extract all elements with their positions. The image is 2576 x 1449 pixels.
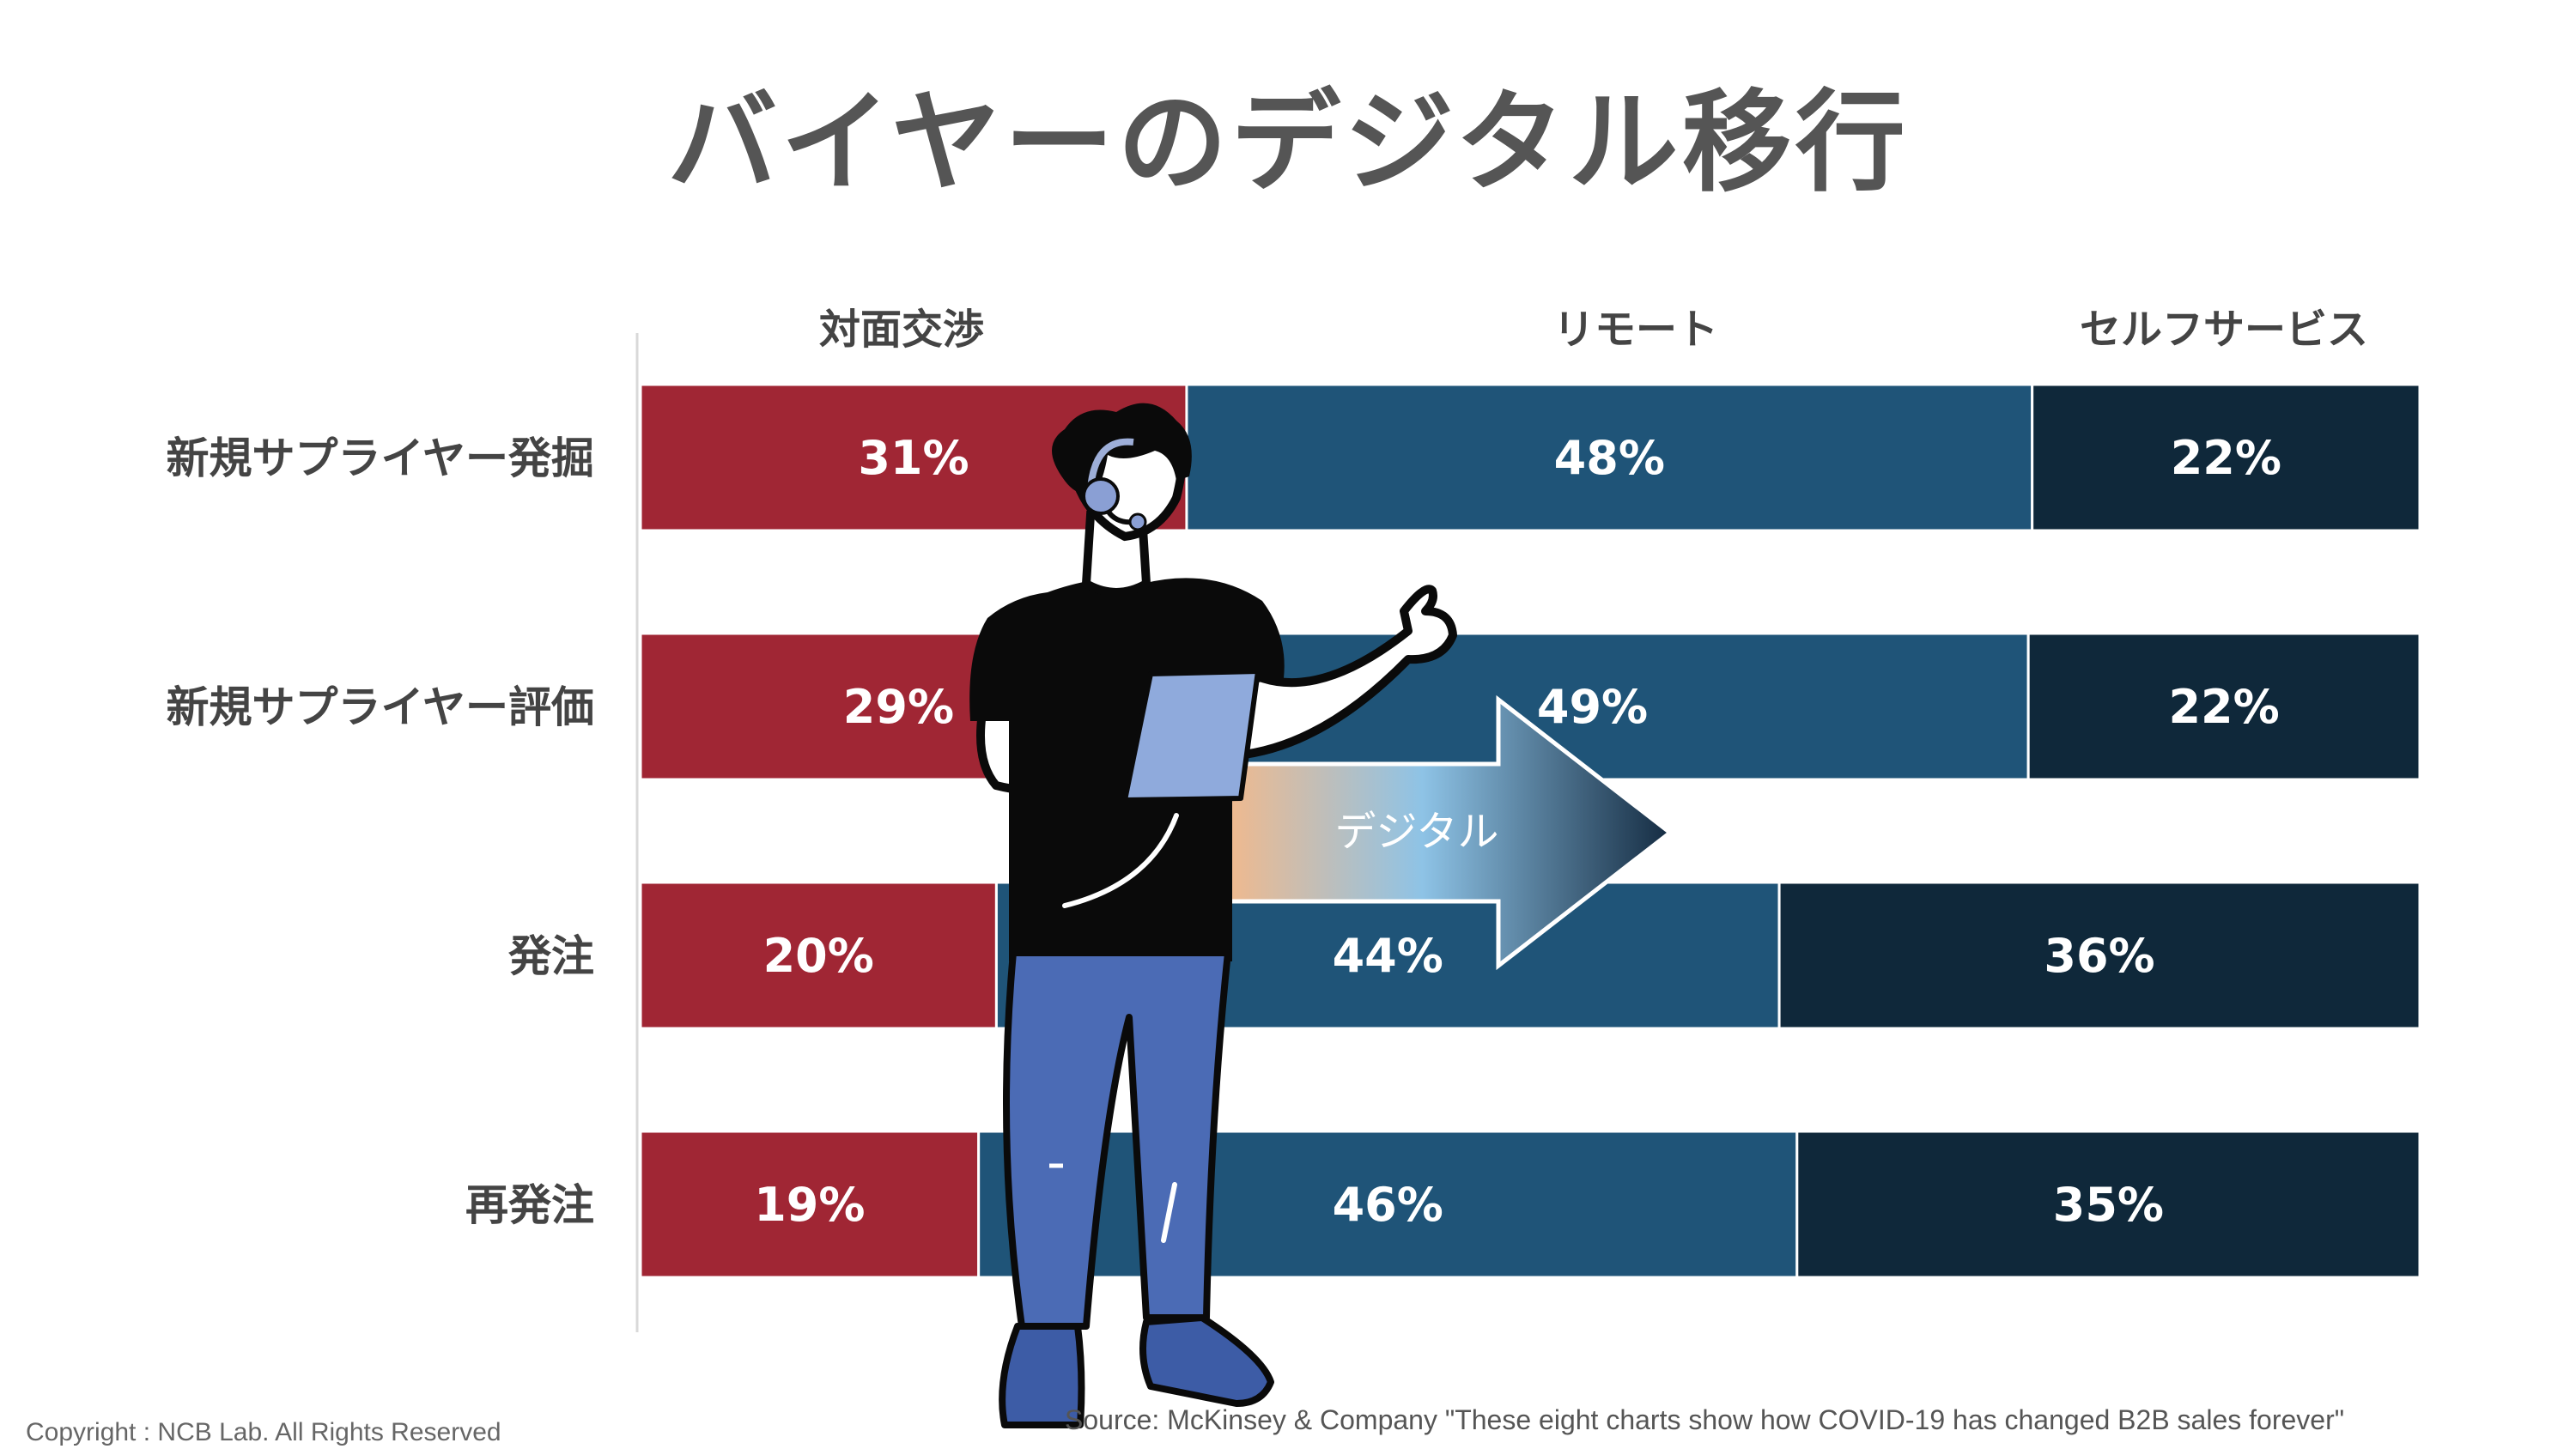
source-citation: Source: McKinsey & Company "These eight …: [1065, 1404, 2345, 1435]
shirt-crease: [1062, 813, 1179, 908]
bar-value-label-2-1: 44%: [1333, 929, 1443, 983]
pants-highlight-2: [1161, 1182, 1177, 1243]
copyright-text: Copyright : NCB Lab. All Rights Reserved: [26, 1418, 501, 1446]
bar-value-label-0-2: 22%: [2171, 431, 2281, 485]
bar-value-label-1-0: 29%: [843, 680, 954, 734]
bar-2-2: [1777, 881, 2421, 1030]
hair: [1052, 403, 1192, 494]
category-label-2: 発注: [508, 931, 594, 981]
bar-value-label-3-0: 19%: [754, 1178, 865, 1232]
series-header-1: リモート: [1553, 306, 1718, 354]
bar-3-1: [977, 1130, 1799, 1279]
bar-0-2: [2031, 383, 2421, 532]
page-title: バイヤーのデジタル移行: [667, 79, 1909, 207]
bar-value-label-2-0: 20%: [763, 929, 874, 983]
bar-1-2: [2026, 632, 2421, 781]
bar-value-label-1-2: 22%: [2168, 680, 2279, 734]
digital-arrow-label: デジタル: [1334, 808, 1498, 856]
labels-layer: 31% 48% 22% 新規サプライヤー発掘 29% 49% 22% 新規サプライヤー評価 20…: [167, 306, 2369, 1232]
category-label-3: 再発注: [465, 1180, 594, 1230]
right-shoe: [1139, 1314, 1274, 1407]
bar-value-label-0-0: 31%: [858, 431, 969, 485]
bar-3-2: [1795, 1130, 2421, 1279]
category-label-1: 新規サプライヤー評価: [167, 682, 595, 732]
pointing-arm: [1232, 585, 1457, 760]
headset-band: [1087, 438, 1134, 490]
tablet: [1122, 669, 1261, 803]
left-shoe: [999, 1323, 1085, 1428]
bar-0-1: [1185, 383, 2034, 532]
bar-value-label-3-2: 35%: [2053, 1178, 2164, 1232]
headset-earpiece: [1082, 477, 1120, 515]
bar-value-label-3-1: 46%: [1333, 1178, 1443, 1232]
digital-arrow-shape: [1217, 694, 1674, 971]
series-header-0: 対面交渉: [819, 306, 984, 354]
bar-3-0: [639, 1130, 981, 1279]
category-label-0: 新規サプライヤー発掘: [167, 433, 595, 483]
digital-arrow: デジタル: [1217, 694, 1674, 971]
bar-value-label-1-1: 49%: [1537, 680, 1648, 734]
bar-value-label-2-2: 36%: [2044, 929, 2154, 983]
series-header-2: セルフサービス: [2080, 306, 2368, 354]
bar-value-label-0-1: 48%: [1554, 431, 1665, 485]
pants: [1003, 949, 1231, 1330]
presenter-illustration: [969, 403, 1457, 1428]
headset-mic-tip: [1128, 512, 1147, 531]
